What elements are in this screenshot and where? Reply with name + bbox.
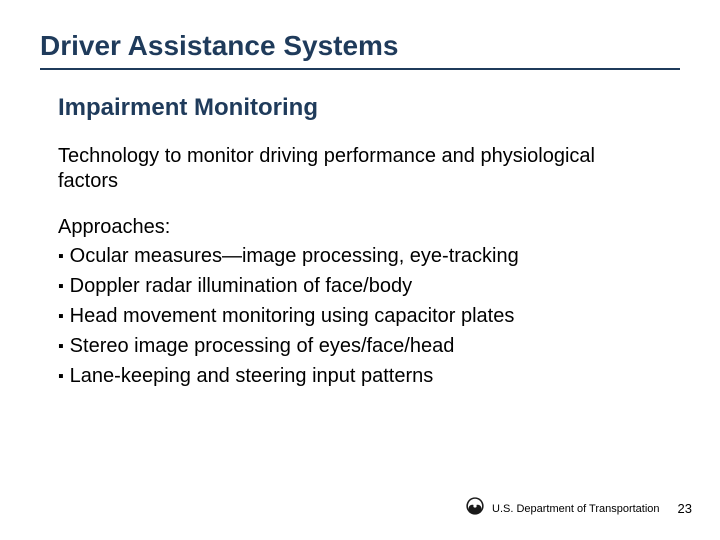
- list-item: Doppler radar illumination of face/body: [58, 271, 680, 301]
- slide-description: Technology to monitor driving performanc…: [58, 144, 638, 194]
- list-item: Head movement monitoring using capacitor…: [58, 301, 680, 331]
- approaches-heading: Approaches:: [58, 216, 680, 239]
- approaches-list: Ocular measures—image processing, eye-tr…: [58, 241, 680, 391]
- page-number: 23: [678, 501, 692, 516]
- dot-logo-icon: [466, 497, 484, 520]
- slide-title: Driver Assistance Systems: [40, 30, 680, 70]
- slide-subtitle: Impairment Monitoring: [58, 94, 680, 122]
- slide-footer: U.S. Department of Transportation 23: [466, 497, 692, 520]
- slide: Driver Assistance Systems Impairment Mon…: [0, 0, 720, 540]
- list-item: Lane-keeping and steering input patterns: [58, 361, 680, 391]
- list-item: Stereo image processing of eyes/face/hea…: [58, 331, 680, 361]
- footer-org: U.S. Department of Transportation: [492, 503, 660, 515]
- list-item: Ocular measures—image processing, eye-tr…: [58, 241, 680, 271]
